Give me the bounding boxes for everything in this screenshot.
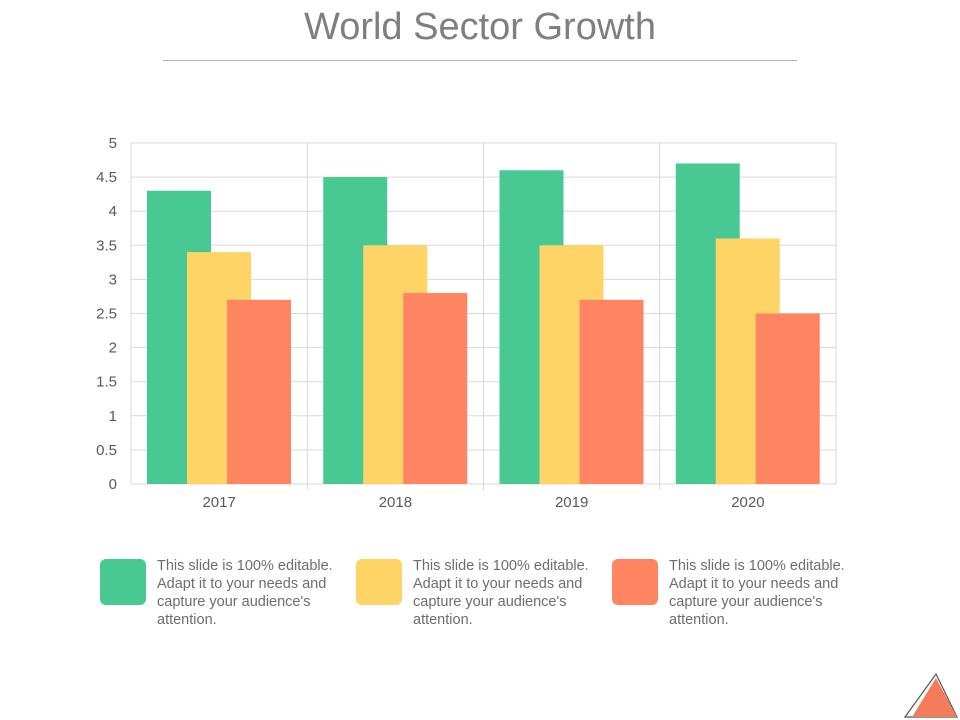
legend-swatch-orange bbox=[612, 559, 658, 605]
triangle-logo-icon bbox=[903, 672, 958, 718]
x-tick-label: 2020 bbox=[731, 494, 764, 511]
slide-title: World Sector Growth bbox=[304, 6, 656, 48]
y-tick-label: 4.5 bbox=[96, 169, 117, 186]
x-tick-label: 2019 bbox=[555, 494, 588, 511]
bar bbox=[227, 299, 291, 484]
y-tick-label: 3.5 bbox=[96, 237, 117, 254]
legend-swatch-yellow bbox=[356, 559, 402, 605]
bar bbox=[755, 313, 820, 484]
y-tick-label: 5 bbox=[109, 135, 117, 152]
y-tick-label: 4 bbox=[109, 203, 117, 220]
bar bbox=[579, 299, 644, 484]
legend-item-3: This slide is 100% editable. Adapt it to… bbox=[612, 557, 862, 637]
legend-text: This slide is 100% editable. Adapt it to… bbox=[157, 558, 333, 628]
y-tick-label: 0.5 bbox=[96, 442, 117, 459]
legend-item-1: This slide is 100% editable. Adapt it to… bbox=[100, 557, 350, 637]
bar-chart: 0 0.5 1 1.5 2 2.5 3 3.5 4 4.5 5 2017 2018 2019 2020 bbox=[96, 135, 837, 511]
x-tick-label: 2017 bbox=[202, 494, 235, 511]
x-tick-label: 2018 bbox=[379, 494, 412, 511]
y-tick-label: 2.5 bbox=[96, 306, 117, 323]
legend-item-2: This slide is 100% editable. Adapt it to… bbox=[356, 557, 606, 637]
legend-text: This slide is 100% editable. Adapt it to… bbox=[669, 558, 845, 628]
y-tick-label: 0 bbox=[109, 476, 117, 493]
y-tick-label: 3 bbox=[109, 271, 117, 288]
y-tick-label: 2 bbox=[109, 340, 117, 357]
y-tick-label: 1 bbox=[109, 408, 117, 425]
legend-swatch-green bbox=[100, 559, 146, 605]
legend-text: This slide is 100% editable. Adapt it to… bbox=[413, 558, 589, 628]
bar bbox=[403, 293, 468, 484]
title-divider bbox=[163, 60, 797, 61]
y-tick-label: 1.5 bbox=[96, 374, 117, 391]
